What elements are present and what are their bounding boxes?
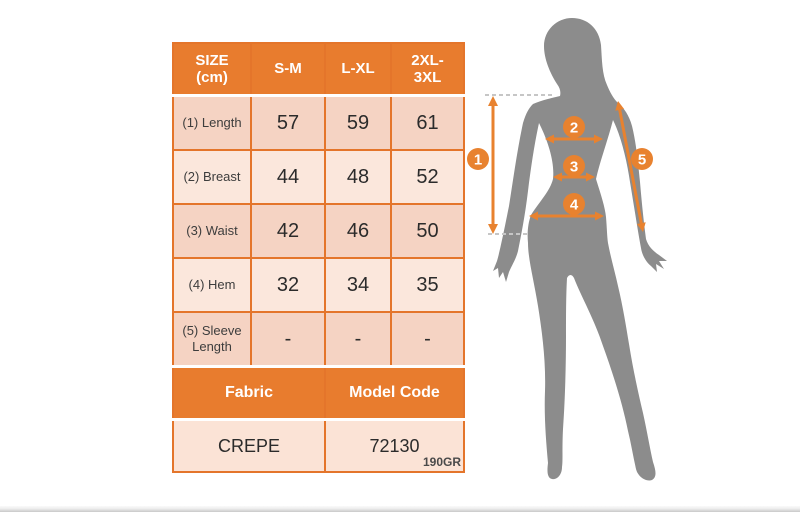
length-sm-value: 57: [250, 94, 326, 151]
sleeve-2xl3xl-value: -: [390, 311, 465, 368]
row-label-waist: (3) Waist: [172, 203, 252, 259]
table-footer-value-row: CREPE 72130: [172, 418, 465, 473]
breast-2xl3xl-value: 52: [390, 149, 465, 205]
hem-sm-value: 32: [250, 257, 326, 313]
sleeve-arrow: [615, 101, 646, 232]
svg-text:3: 3: [570, 159, 578, 176]
breast-sm-value: 44: [250, 149, 326, 205]
length-arrow: [488, 96, 498, 234]
length-2xl3xl-value: 61: [390, 94, 465, 151]
header-size-cm: SIZE (cm): [172, 42, 252, 97]
marker-circle-2: 2: [563, 116, 585, 138]
fabric-value: CREPE: [172, 418, 326, 473]
fabric-header: Fabric: [172, 365, 326, 421]
length-lxl-value: 59: [324, 94, 392, 151]
size-chart-table: SIZE (cm) S-M L-XL 2XL- 3XL (1) Length 5…: [172, 42, 465, 473]
weight-note: 190GR: [422, 455, 461, 469]
marker-circle-5: 5: [631, 148, 653, 170]
svg-text:1: 1: [474, 152, 482, 169]
table-row-hem: (4) Hem 32 34 35: [172, 257, 465, 313]
table-row-waist: (3) Waist 42 46 50: [172, 203, 465, 259]
waist-lxl-value: 46: [324, 203, 392, 259]
body-measurement-diagram: 1 2 3 4 5: [467, 18, 667, 481]
sleeve-sm-value: -: [250, 311, 326, 368]
header-size-2xl3xl: 2XL- 3XL: [390, 42, 465, 97]
waist-sm-value: 42: [250, 203, 326, 259]
row-label-hem: (4) Hem: [172, 257, 252, 313]
header-size-sm: S-M: [250, 42, 326, 97]
table-footer-header-row: Fabric Model Code: [172, 365, 465, 421]
svg-text:5: 5: [638, 152, 646, 169]
female-silhouette: [493, 18, 667, 481]
row-label-sleeve-length: (5) Sleeve Length: [172, 311, 252, 368]
svg-text:2: 2: [570, 120, 578, 137]
table-header-row: SIZE (cm) S-M L-XL 2XL- 3XL: [172, 42, 465, 97]
header-size-lxl: L-XL: [324, 42, 392, 97]
model-code-value: 72130: [324, 418, 465, 473]
row-label-length: (1) Length: [172, 94, 252, 151]
svg-text:4: 4: [570, 197, 579, 214]
marker-circle-3: 3: [563, 155, 585, 177]
hem-lxl-value: 34: [324, 257, 392, 313]
breast-lxl-value: 48: [324, 149, 392, 205]
marker-circle-1: 1: [467, 148, 489, 170]
row-label-breast: (2) Breast: [172, 149, 252, 205]
marker-circle-4: 4: [563, 193, 585, 215]
hem-arrow: [529, 211, 604, 221]
model-code-header: Model Code: [324, 365, 465, 421]
table-row-sleeve: (5) Sleeve Length - - -: [172, 311, 465, 368]
hem-2xl3xl-value: 35: [390, 257, 465, 313]
breast-arrow: [545, 134, 603, 144]
sleeve-lxl-value: -: [324, 311, 392, 368]
window-bottom-edge: [0, 506, 800, 512]
waist-2xl3xl-value: 50: [390, 203, 465, 259]
table-row-breast: (2) Breast 44 48 52: [172, 149, 465, 205]
table-row-length: (1) Length 57 59 61: [172, 94, 465, 151]
